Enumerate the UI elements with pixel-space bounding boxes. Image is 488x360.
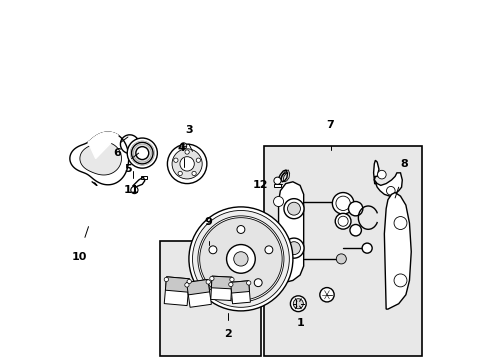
Circle shape <box>287 202 300 215</box>
Polygon shape <box>164 277 189 306</box>
Circle shape <box>208 246 217 254</box>
Polygon shape <box>373 160 402 196</box>
Circle shape <box>233 252 247 266</box>
Circle shape <box>209 276 214 281</box>
Circle shape <box>348 202 362 216</box>
Circle shape <box>287 242 300 255</box>
Polygon shape <box>230 281 249 293</box>
Circle shape <box>237 226 244 233</box>
Circle shape <box>184 283 189 287</box>
Circle shape <box>199 218 282 300</box>
Text: 5: 5 <box>124 164 131 174</box>
Text: 4: 4 <box>178 143 185 153</box>
Text: 3: 3 <box>185 125 192 135</box>
Circle shape <box>273 254 283 264</box>
Circle shape <box>273 177 281 184</box>
Circle shape <box>284 199 304 219</box>
Polygon shape <box>210 276 232 301</box>
Bar <box>160 241 260 356</box>
Circle shape <box>393 217 406 229</box>
Bar <box>264 146 421 356</box>
Text: 10: 10 <box>72 252 87 262</box>
Circle shape <box>164 277 168 282</box>
Circle shape <box>293 299 303 309</box>
Circle shape <box>284 238 304 258</box>
Polygon shape <box>384 193 410 309</box>
Circle shape <box>187 279 191 284</box>
Polygon shape <box>186 279 209 295</box>
Text: 1: 1 <box>296 318 304 328</box>
Polygon shape <box>211 276 232 289</box>
Circle shape <box>180 143 186 149</box>
Text: 7: 7 <box>326 120 334 130</box>
Circle shape <box>335 213 350 229</box>
Polygon shape <box>70 132 128 185</box>
Polygon shape <box>80 142 121 175</box>
Circle shape <box>167 144 206 184</box>
Circle shape <box>246 281 250 285</box>
Circle shape <box>290 296 305 312</box>
Circle shape <box>362 243 371 253</box>
Text: 9: 9 <box>204 217 212 226</box>
Bar <box>274 184 281 187</box>
Text: 11: 11 <box>123 185 139 195</box>
Circle shape <box>336 197 346 207</box>
Circle shape <box>196 158 200 162</box>
Text: 12: 12 <box>252 180 267 190</box>
Text: 8: 8 <box>399 159 407 169</box>
Polygon shape <box>165 277 189 292</box>
Circle shape <box>335 196 349 211</box>
Circle shape <box>273 197 283 207</box>
Circle shape <box>349 225 361 236</box>
Circle shape <box>337 216 347 226</box>
Circle shape <box>332 193 353 214</box>
Circle shape <box>254 279 262 287</box>
Circle shape <box>386 186 394 195</box>
Circle shape <box>205 280 210 284</box>
Circle shape <box>226 244 255 273</box>
Polygon shape <box>230 281 250 304</box>
Circle shape <box>127 138 157 168</box>
Circle shape <box>198 216 284 302</box>
Circle shape <box>178 171 182 176</box>
Circle shape <box>180 157 194 171</box>
Circle shape <box>184 150 189 154</box>
Circle shape <box>229 277 234 282</box>
Circle shape <box>319 288 333 302</box>
Text: 2: 2 <box>224 329 232 339</box>
Circle shape <box>131 142 153 164</box>
Circle shape <box>172 149 202 179</box>
Circle shape <box>393 274 406 287</box>
Circle shape <box>192 211 289 307</box>
Circle shape <box>188 207 292 311</box>
Circle shape <box>264 246 272 254</box>
Circle shape <box>191 171 196 176</box>
Polygon shape <box>186 279 211 307</box>
Circle shape <box>377 170 386 179</box>
Polygon shape <box>88 132 118 158</box>
Circle shape <box>219 279 227 287</box>
Circle shape <box>136 147 148 159</box>
Circle shape <box>336 254 346 264</box>
Circle shape <box>131 186 138 194</box>
Circle shape <box>228 282 233 287</box>
Bar <box>140 176 147 179</box>
Text: 6: 6 <box>113 148 121 158</box>
Polygon shape <box>278 182 303 282</box>
Circle shape <box>173 158 178 162</box>
